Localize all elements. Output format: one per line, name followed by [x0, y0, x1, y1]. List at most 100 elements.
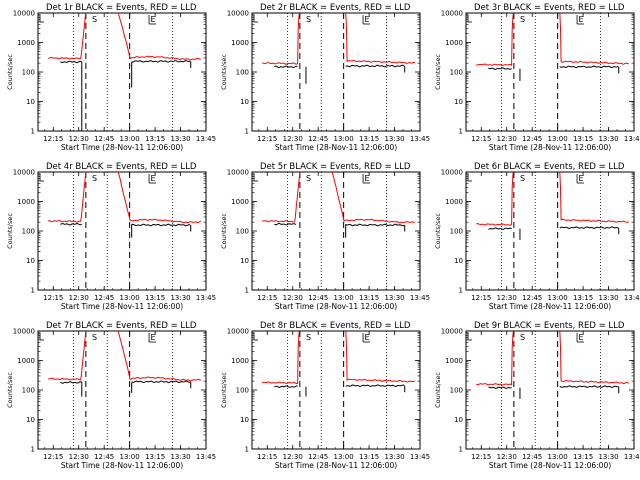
y-axis-label: Counts/sec [434, 54, 442, 90]
events-series-line-post [559, 226, 619, 229]
panel-det-1: Det 1r BLACK = Events, RED = LLD 1 10 100 10… [6, 3, 216, 152]
lld-series-line [476, 172, 629, 226]
y-tick-label: 100 [22, 69, 35, 77]
y-tick-label: 1 [459, 446, 463, 454]
lld-series-line [48, 172, 201, 224]
x-tick-label: 13:15 [359, 453, 379, 461]
x-tick-label: 12:30 [497, 453, 517, 461]
plot-frame [251, 330, 421, 450]
x-tick-label: 12:30 [69, 294, 89, 302]
x-tick-label: 12:15 [257, 135, 277, 143]
y-tick-label: 10 [240, 416, 249, 424]
panel-det-5: Det 5r BLACK = Events, RED = LLD 1 10 100 10… [220, 162, 430, 311]
panel-title: Det 1r BLACK = Events, RED = LLD [46, 3, 197, 13]
x-tick-label: 12:30 [283, 135, 303, 143]
y-tick-label: 10000 [13, 169, 35, 177]
end-marker-label: E [579, 15, 584, 24]
y-tick-label: 10000 [227, 169, 249, 177]
x-axis-label: Start Time (28-Nov-11 12:06:00) [275, 302, 397, 311]
panel-det-7: Det 7r BLACK = Events, RED = LLD 1 10 100 10… [6, 321, 216, 470]
y-tick-label: 1 [245, 128, 249, 136]
y-tick-label: 10000 [227, 328, 249, 336]
lld-series-line [48, 331, 201, 382]
x-tick-label: 12:30 [497, 135, 517, 143]
x-tick-label: 12:15 [471, 294, 491, 302]
y-tick-label: 1 [459, 128, 463, 136]
y-tick-label: 1 [245, 287, 249, 295]
x-tick-label: 13:30 [384, 453, 404, 461]
x-tick-label: 13:15 [359, 294, 379, 302]
x-tick-label: 13:00 [548, 135, 568, 143]
y-tick-label: 100 [236, 228, 249, 236]
start-marker-label: S [520, 333, 525, 342]
y-tick-label: 10000 [441, 328, 463, 336]
start-marker-label: S [306, 174, 311, 183]
events-series-line-post [131, 380, 191, 383]
plot-frame [465, 171, 635, 291]
end-marker-label: E [365, 333, 370, 342]
x-tick-label: 13:00 [334, 135, 354, 143]
x-tick-label: 12:45 [94, 453, 114, 461]
y-tick-label: 1000 [445, 39, 463, 47]
y-tick-label: 10 [26, 98, 35, 106]
y-axis-label: Counts/sec [6, 372, 14, 408]
end-marker-label: E [151, 174, 156, 183]
x-axis-label: Start Time (28-Nov-11 12:06:00) [275, 143, 397, 152]
events-series-line-post [559, 65, 619, 69]
x-axis-label: Start Time (28-Nov-11 12:06:00) [489, 461, 611, 470]
start-marker-label: S [520, 174, 525, 183]
panel-title: Det 5r BLACK = Events, RED = LLD [260, 162, 411, 172]
x-tick-label: 13:30 [598, 135, 618, 143]
events-series-line-post [345, 384, 405, 388]
panel-title: Det 4r BLACK = Events, RED = LLD [46, 162, 197, 172]
y-axis-label: Counts/sec [220, 213, 228, 249]
panel-det-3: Det 3r BLACK = Events, RED = LLD 1 10 100 10… [434, 3, 640, 152]
start-marker-label: S [92, 174, 97, 183]
events-series-line-post [131, 60, 191, 63]
y-axis-label: Counts/sec [220, 54, 228, 90]
events-series-line-pre [274, 65, 298, 69]
events-series-line-post [345, 64, 405, 68]
x-tick-label: 12:15 [43, 294, 63, 302]
x-tick-label: 12:45 [522, 135, 542, 143]
y-tick-label: 10000 [441, 169, 463, 177]
x-tick-label: 13:30 [170, 453, 190, 461]
x-tick-label: 13:45 [624, 453, 640, 461]
x-tick-label: 13:45 [196, 294, 216, 302]
panel-det-9: Det 9r BLACK = Events, RED = LLD 1 10 100 10… [434, 321, 640, 470]
x-axis-label: Start Time (28-Nov-11 12:06:00) [61, 302, 183, 311]
y-axis-label: Counts/sec [220, 372, 228, 408]
plot-frame [465, 330, 635, 450]
x-axis-label: Start Time (28-Nov-11 12:06:00) [275, 461, 397, 470]
y-tick-label: 1000 [17, 198, 35, 206]
end-marker-label: E [151, 15, 156, 24]
lld-series-line [475, 13, 629, 67]
y-tick-label: 100 [22, 228, 35, 236]
x-tick-label: 12:45 [522, 453, 542, 461]
y-tick-label: 1 [31, 128, 35, 136]
x-tick-label: 12:30 [497, 294, 517, 302]
end-marker-label: E [579, 174, 584, 183]
x-tick-label: 12:30 [69, 135, 89, 143]
lld-series-line [261, 172, 415, 224]
events-series-line-pre [488, 227, 512, 230]
x-tick-label: 13:30 [384, 135, 404, 143]
x-axis-label: Start Time (28-Nov-11 12:06:00) [61, 143, 183, 152]
start-marker-label: S [92, 333, 97, 342]
y-tick-label: 1 [31, 287, 35, 295]
start-marker-label: S [92, 15, 97, 24]
lld-series-line [48, 13, 201, 61]
panel-title: Det 6r BLACK = Events, RED = LLD [474, 162, 625, 172]
start-marker-label: S [306, 15, 311, 24]
y-axis-label: Counts/sec [6, 213, 14, 249]
x-tick-label: 12:30 [283, 453, 303, 461]
y-tick-label: 10000 [13, 10, 35, 18]
x-tick-label: 13:45 [624, 294, 640, 302]
end-marker-label: E [579, 333, 584, 342]
y-tick-label: 1000 [231, 39, 249, 47]
x-tick-label: 13:30 [170, 135, 190, 143]
events-series-line-pre [60, 223, 82, 226]
plot-frame [37, 330, 207, 450]
x-tick-label: 13:45 [410, 135, 430, 143]
plot-frame [251, 12, 421, 132]
